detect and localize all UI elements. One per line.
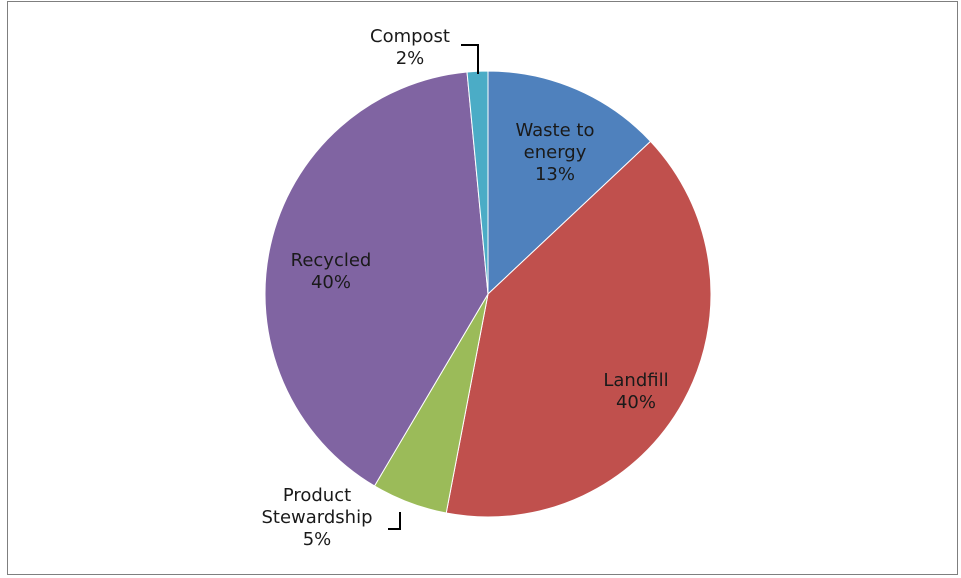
slice-labels: Waste to energy 13%Landfill 40%Product Stewa… <box>261 26 668 550</box>
slice-label-landfill: Landfill 40% <box>603 370 668 413</box>
slice-value-label: 5% <box>303 529 332 550</box>
slice-value-label: 40% <box>616 392 656 413</box>
slice-label-waste-to-energy: Waste to energy 13% <box>516 120 595 185</box>
slice-category-label: Stewardship <box>261 507 372 528</box>
pie-slice-landfill <box>445 140 712 518</box>
slice-label-compost: Compost 2% <box>370 26 450 69</box>
slice-category-label: Waste to <box>516 120 595 141</box>
pie-slice-recycled <box>264 71 489 487</box>
slice-category-label: Product <box>283 485 351 506</box>
pie-slice-waste-to-energy <box>487 70 652 296</box>
slice-category-label: Recycled <box>291 250 372 271</box>
slice-category-label: Landfill <box>603 370 668 391</box>
slice-label-product-stewardship: Product Stewardship 5% <box>261 485 372 550</box>
slice-category-label: energy <box>524 142 587 163</box>
slice-label-recycled: Recycled 40% <box>291 250 372 293</box>
leader-line-compost <box>461 44 479 74</box>
slice-value-label: 2% <box>396 48 425 69</box>
leader-lines <box>388 44 479 530</box>
slice-value-label: 40% <box>311 272 351 293</box>
slice-category-label: Compost <box>370 26 450 47</box>
chart-area: Waste to energy 13% Landfill 40% Product Stewa… <box>7 1 958 575</box>
slice-value-label: 13% <box>535 164 575 185</box>
pie-slices <box>264 70 712 518</box>
leader-line-product-stewardship <box>388 512 401 530</box>
pie-chart: Waste to energy 13%Landfill 40%Product Stewa… <box>261 26 712 550</box>
